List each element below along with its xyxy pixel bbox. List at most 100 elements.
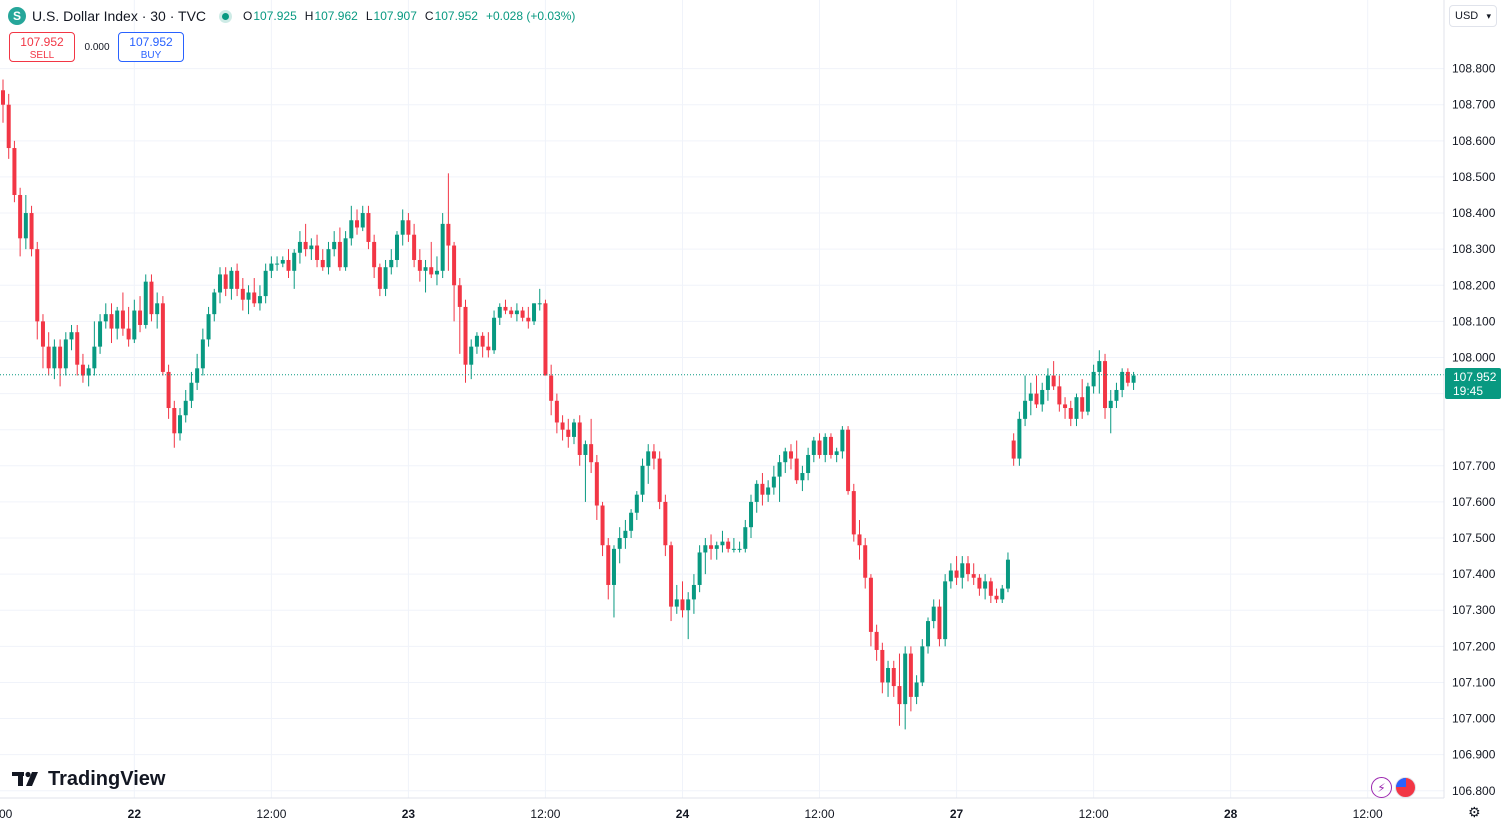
- symbol-title[interactable]: U.S. Dollar Index · 30 · TVC: [32, 8, 207, 24]
- candle: [383, 259, 388, 297]
- candle: [851, 483, 856, 542]
- candle: [583, 440, 588, 502]
- candle-body: [783, 451, 788, 463]
- candle-body: [206, 314, 211, 340]
- candle: [400, 209, 405, 246]
- candle-body: [669, 545, 674, 607]
- candle-body: [372, 241, 377, 268]
- candle-body: [634, 494, 639, 513]
- time-tick-label: 12:00: [0, 807, 13, 821]
- candle-body: [320, 259, 325, 268]
- lightning-bolt-icon[interactable]: ⚡: [1371, 777, 1392, 798]
- candle-body: [948, 570, 953, 582]
- candle-body: [731, 548, 736, 550]
- time-tick-label: 24: [676, 807, 690, 821]
- candle-body: [800, 473, 805, 481]
- candle: [549, 364, 554, 416]
- candle: [1125, 368, 1130, 387]
- buy-label: BUY: [140, 50, 162, 61]
- candle-body: [754, 483, 759, 502]
- tradingview-logo[interactable]: TradingView: [12, 767, 165, 791]
- sell-label: SELL: [29, 50, 55, 61]
- candle-body: [469, 346, 474, 365]
- candle-body: [132, 310, 137, 340]
- time-tick-label: 12:00: [256, 807, 286, 821]
- grid-lines: [0, 0, 1444, 798]
- candle: [920, 639, 925, 687]
- candle: [863, 538, 868, 589]
- candle: [429, 241, 434, 279]
- price-tick-label: 107.000: [1452, 712, 1496, 726]
- dollar-sign-icon[interactable]: S: [8, 7, 26, 25]
- candle-body: [223, 274, 228, 289]
- candle: [1057, 375, 1062, 412]
- candle: [18, 187, 23, 257]
- candle-body: [1108, 400, 1113, 409]
- candle: [754, 480, 759, 513]
- candle-body: [691, 584, 696, 600]
- candle: [766, 480, 771, 502]
- candle: [343, 231, 348, 271]
- candle: [811, 436, 816, 463]
- candle: [195, 353, 200, 390]
- bar-countdown: 19:45: [1453, 384, 1484, 398]
- candle: [337, 227, 342, 271]
- candle: [75, 324, 80, 376]
- candle: [611, 545, 616, 618]
- candle: [908, 646, 913, 712]
- candle: [1120, 368, 1125, 398]
- candle-body: [160, 303, 165, 372]
- candle: [138, 296, 143, 333]
- candle: [366, 205, 371, 250]
- candle: [63, 332, 68, 376]
- candle-body: [646, 451, 651, 466]
- candle: [143, 274, 148, 329]
- candle-body: [1074, 397, 1079, 419]
- candle: [423, 259, 428, 293]
- candle-body: [520, 310, 525, 318]
- candle: [800, 465, 805, 492]
- time-axis[interactable]: 12:00 22 12:00 23 12:00 24 12:00 27 12:00 28 12:00: [0, 807, 1383, 821]
- price-tick-label: 108.300: [1452, 242, 1496, 256]
- candle-body: [771, 476, 776, 488]
- candle: [965, 556, 970, 582]
- price-tick-label: 108.000: [1452, 350, 1496, 364]
- candle: [446, 173, 451, 271]
- candle-body: [749, 501, 754, 528]
- candle-body: [457, 285, 462, 307]
- ohlc-close: C107.952: [424, 9, 478, 23]
- candle: [377, 263, 382, 297]
- candle: [623, 519, 628, 549]
- settings-gear-icon[interactable]: ⚙: [1468, 804, 1481, 820]
- candle: [1091, 364, 1096, 394]
- price-axis[interactable]: 106.800 106.900 107.000 107.100 107.200 107.3…: [1452, 62, 1496, 798]
- candle: [178, 408, 183, 441]
- candle-body: [572, 422, 576, 437]
- candle: [69, 324, 74, 351]
- us-flag-icon[interactable]: [1395, 777, 1416, 798]
- candle: [828, 433, 833, 459]
- buy-button[interactable]: 107.952 BUY: [118, 32, 184, 62]
- candle-body: [58, 346, 63, 369]
- candle: [749, 494, 754, 539]
- sell-button[interactable]: 107.952 SELL: [9, 32, 75, 62]
- candles[interactable]: [1, 79, 1136, 730]
- candle: [983, 574, 988, 600]
- candle-body: [806, 454, 811, 474]
- candle: [823, 433, 828, 463]
- candle-body: [63, 339, 68, 369]
- currency-selector[interactable]: USD ▾: [1449, 5, 1497, 27]
- candle: [686, 592, 691, 640]
- candle: [1131, 371, 1136, 390]
- candle: [503, 299, 508, 315]
- price-tick-label: 108.700: [1452, 98, 1496, 112]
- candle-body: [126, 328, 131, 340]
- candle-body: [697, 552, 702, 585]
- candle-body: [52, 346, 57, 369]
- candle: [480, 332, 485, 358]
- market-status-dot-icon[interactable]: [222, 12, 230, 20]
- candle: [777, 454, 782, 502]
- candle-body: [12, 148, 17, 195]
- candle: [806, 447, 811, 481]
